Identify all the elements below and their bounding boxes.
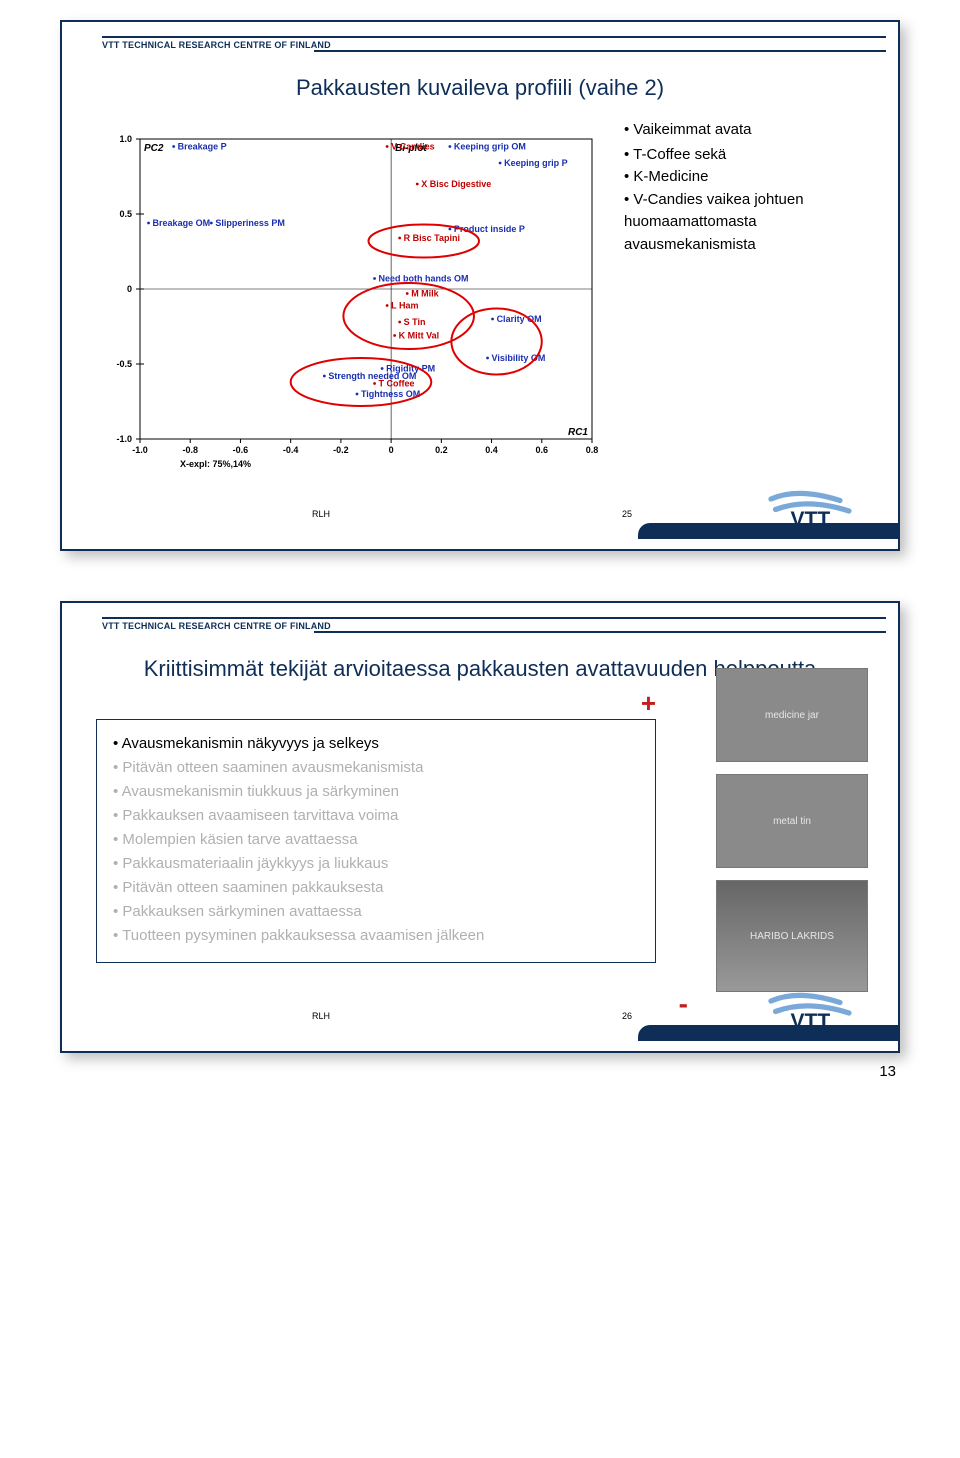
list-item: Pakkausmateriaalin jäykkyys ja liukkaus	[113, 852, 639, 876]
footer-pageno: 26	[622, 1011, 632, 1021]
svg-text:Breakage P: Breakage P	[178, 142, 227, 152]
svg-text:0.6: 0.6	[536, 445, 549, 455]
svg-text:-0.5: -0.5	[116, 359, 132, 369]
plus-sign: +	[641, 688, 656, 718]
list-item: Pakkauksen avaamiseen tarvittava voima	[113, 804, 639, 828]
slide1-bullets: Vaikeimmat avata T-Coffee sekä K-Medicin…	[624, 119, 868, 256]
slide-header: VTT TECHNICAL RESEARCH CENTRE OF FINLAND	[102, 30, 858, 60]
svg-text:PC2: PC2	[144, 143, 164, 154]
slide-1: VTT TECHNICAL RESEARCH CENTRE OF FINLAND…	[60, 20, 900, 551]
svg-text:X Bisc Digestive: X Bisc Digestive	[421, 179, 491, 189]
svg-text:M Milk: M Milk	[411, 289, 439, 299]
svg-text:Tightness OM: Tightness OM	[361, 389, 420, 399]
svg-text:R Bisc Tapini: R Bisc Tapini	[404, 233, 460, 243]
slide-2: VTT TECHNICAL RESEARCH CENTRE OF FINLAND…	[60, 601, 900, 1053]
list-item: Pakkauksen särkyminen avattaessa	[113, 900, 639, 924]
svg-text:-0.6: -0.6	[233, 445, 249, 455]
critical-factors-list: Avausmekanismin näkyvyys ja selkeysPitäv…	[96, 719, 656, 963]
bullet: V-Candies vaikea johtuen huomaamattomast…	[624, 189, 868, 257]
svg-text:0.4: 0.4	[485, 445, 498, 455]
svg-text:-1.0: -1.0	[132, 445, 148, 455]
svg-text:T Coffee: T Coffee	[379, 379, 415, 389]
biplot-chart: -1.0 -0.5 0 0.5 1.0 -1.0 -0.8 -0.6 -0.4 -0.2 0 0.2 0…	[92, 119, 612, 479]
slide-footer: RLH 26 VTT	[62, 989, 898, 1041]
footer-pageno: 25	[622, 509, 632, 519]
svg-text:Keeping grip P: Keeping grip P	[504, 158, 568, 168]
svg-text:RC1: RC1	[568, 427, 588, 438]
photo-jar: medicine jar	[716, 668, 868, 762]
slide-title: Pakkausten kuvaileva profiili (vaihe 2)	[102, 75, 858, 101]
svg-text:S Tin: S Tin	[404, 317, 426, 327]
svg-text:0.5: 0.5	[119, 209, 132, 219]
svg-text:-0.8: -0.8	[182, 445, 198, 455]
list-item: Pitävän otteen saaminen pakkauksesta	[113, 876, 639, 900]
svg-text:1.0: 1.0	[119, 134, 132, 144]
svg-text:L Ham: L Ham	[391, 301, 418, 311]
list-item: Avausmekanismin tiukkuus ja särkyminen	[113, 780, 639, 804]
svg-text:K Mitt Val: K Mitt Val	[399, 331, 440, 341]
footer-author: RLH	[312, 1011, 330, 1021]
vtt-logo: VTT	[768, 992, 858, 1037]
photo-candy: HARIBO LAKRIDS	[716, 880, 868, 992]
bullet: K-Medicine	[624, 166, 868, 189]
list-item: Avausmekanismin näkyvyys ja selkeys	[113, 732, 639, 756]
svg-text:VTT: VTT	[791, 1010, 831, 1033]
vtt-logo: VTT	[768, 490, 858, 535]
photo-tin: metal tin	[716, 774, 868, 868]
list-item: Molempien käsien tarve avattaessa	[113, 828, 639, 852]
svg-text:0.8: 0.8	[586, 445, 599, 455]
list-item: Pitävän otteen saaminen avausmekanismist…	[113, 756, 639, 780]
svg-text:0: 0	[127, 284, 132, 294]
svg-text:Breakage OM: Breakage OM	[153, 218, 211, 228]
header-label: VTT TECHNICAL RESEARCH CENTRE OF FINLAND	[102, 621, 331, 631]
svg-text:0: 0	[389, 445, 394, 455]
svg-text:Keeping grip OM: Keeping grip OM	[454, 142, 526, 152]
svg-text:V Candies: V Candies	[391, 142, 435, 152]
footer-author: RLH	[312, 509, 330, 519]
bullet: T-Coffee sekä	[624, 144, 868, 167]
svg-text:X-expl: 75%,14%: X-expl: 75%,14%	[180, 459, 251, 469]
svg-text:-0.2: -0.2	[333, 445, 349, 455]
bullet-intro: Vaikeimmat avata	[624, 119, 868, 142]
slide-footer: RLH 25 VTT	[62, 487, 898, 539]
svg-text:-0.4: -0.4	[283, 445, 299, 455]
svg-text:0.2: 0.2	[435, 445, 448, 455]
svg-text:-1.0: -1.0	[116, 434, 132, 444]
image-column: medicine jar metal tin HARIBO LAKRIDS	[716, 668, 868, 992]
slide-header: VTT TECHNICAL RESEARCH CENTRE OF FINLAND	[102, 611, 858, 641]
header-label: VTT TECHNICAL RESEARCH CENTRE OF FINLAND	[102, 40, 331, 50]
page-number: 13	[56, 1063, 904, 1080]
list-item: Tuotteen pysyminen pakkauksessa avaamise…	[113, 924, 639, 948]
svg-text:VTT: VTT	[791, 508, 831, 531]
svg-text:Need both hands OM: Need both hands OM	[379, 274, 469, 284]
svg-text:Slipperiness PM: Slipperiness PM	[215, 218, 285, 228]
